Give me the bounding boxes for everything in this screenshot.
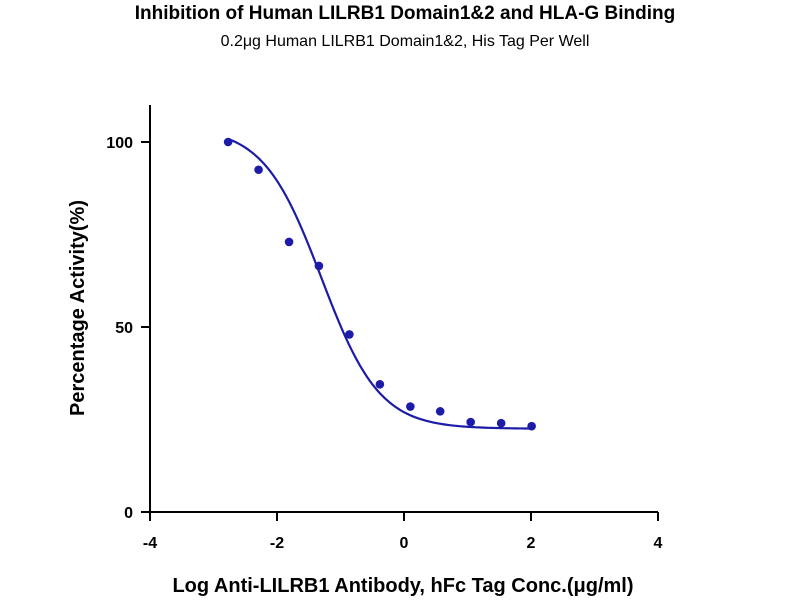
chart-title: Inhibition of Human LILRB1 Domain1&2 and… — [135, 3, 675, 24]
y-tick-label: 100 — [106, 135, 133, 152]
data-point — [314, 261, 324, 271]
data-point — [435, 407, 445, 416]
data-point — [466, 417, 475, 427]
data-point — [527, 421, 536, 431]
fit-curve-line — [227, 137, 532, 430]
x-tick-label: 0 — [400, 535, 409, 552]
data-point — [375, 380, 385, 389]
x-axis-title: Log Anti-LILRB1 Antibody, hFc Tag Conc.(… — [172, 575, 633, 597]
y-tick-label: 50 — [115, 320, 133, 337]
data-point — [254, 165, 263, 175]
data-point — [345, 330, 354, 339]
data-point — [284, 237, 294, 247]
x-tick-label: -2 — [270, 535, 284, 552]
data-point — [496, 418, 506, 428]
data-point — [406, 402, 415, 411]
plot-layer: -4 -2 0 2 4 0 50 100 — [106, 135, 662, 552]
data-point — [223, 137, 233, 147]
y-axis-title: Percentage Activity(%) — [67, 200, 89, 416]
chart-subtitle: 0.2μg Human LILRB1 Domain1&2, His Tag Pe… — [221, 33, 590, 50]
x-tick-label: 4 — [654, 535, 663, 552]
x-tick-label: -4 — [143, 535, 157, 552]
x-tick-label: 2 — [527, 535, 536, 552]
y-tick-label: 0 — [124, 505, 133, 522]
